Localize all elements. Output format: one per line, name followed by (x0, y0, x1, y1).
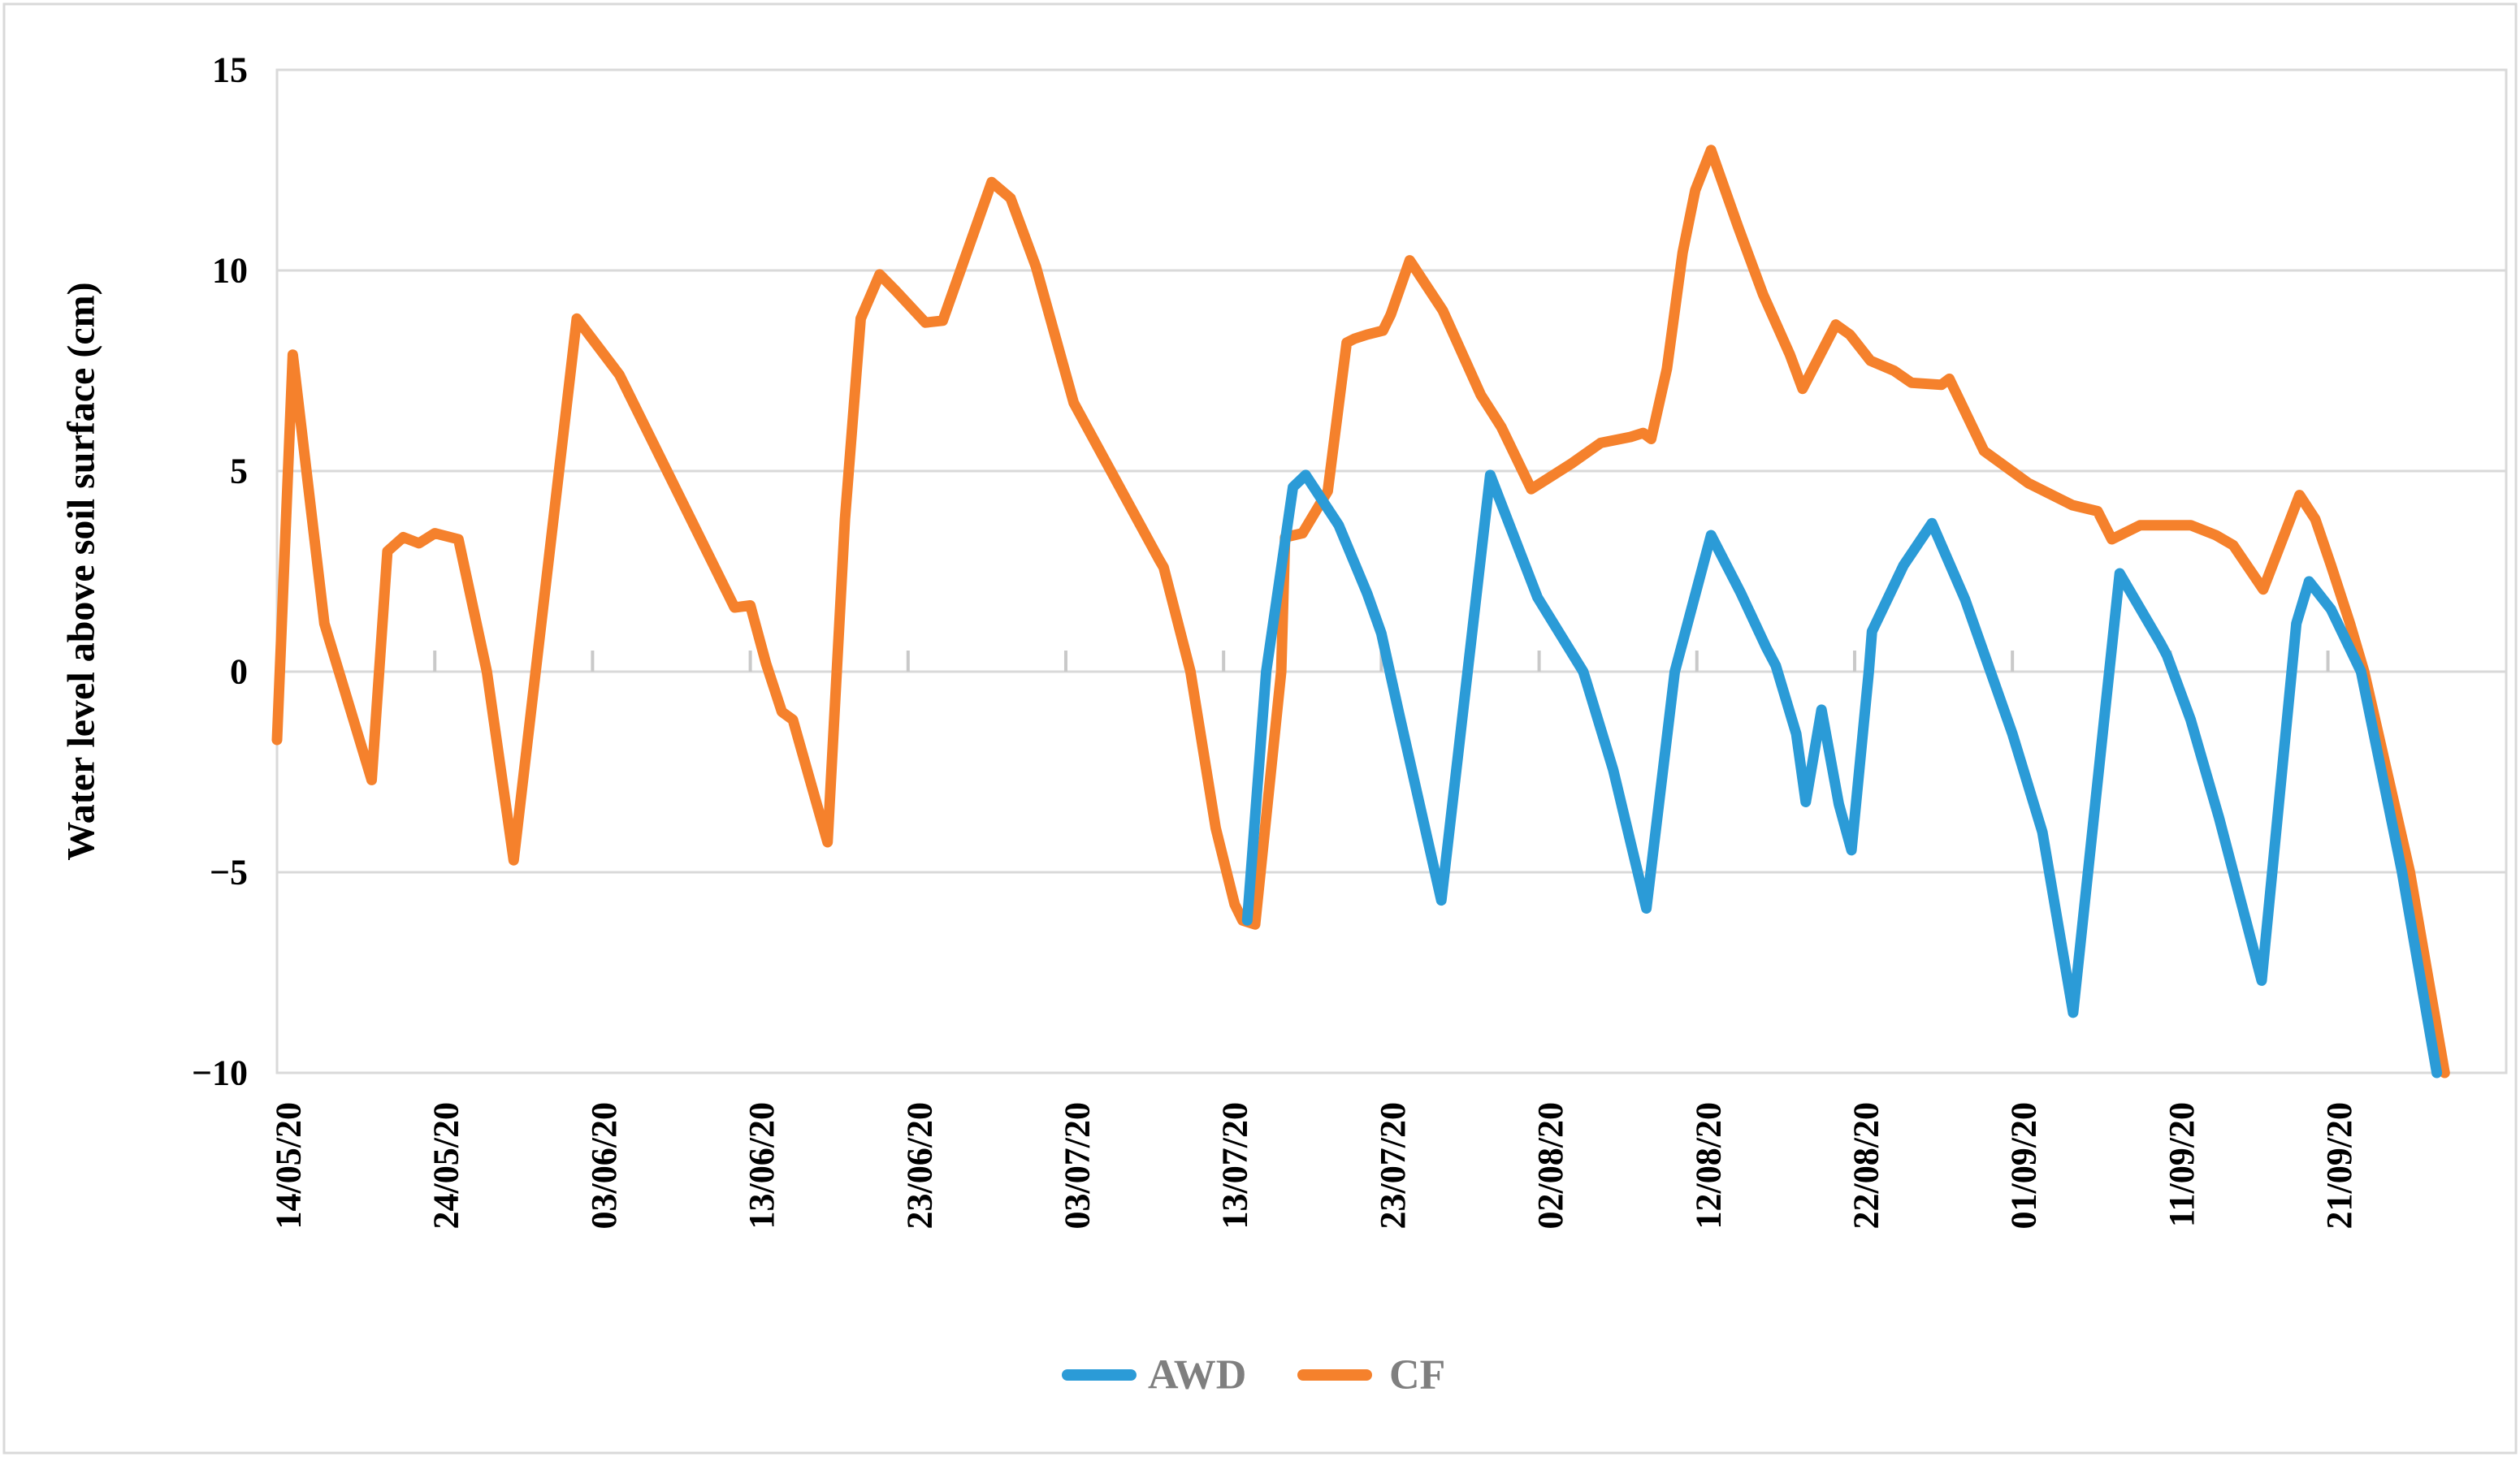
legend-label-cf: CF (1389, 1352, 1445, 1399)
x-tick-label: 13/06/20 (742, 1102, 782, 1229)
legend-item-cf: CF (1297, 1352, 1445, 1399)
legend-swatch-cf (1297, 1369, 1372, 1381)
x-tick-label: 02/08/20 (1531, 1102, 1570, 1229)
x-tick-label: 14/05/20 (269, 1102, 309, 1229)
y-tick-label: 15 (212, 50, 248, 90)
x-tick-label: 12/08/20 (1688, 1102, 1728, 1229)
x-ticks-group (275, 651, 2330, 672)
y-tick-labels-group: 15 10 5 0 −5 −10 (192, 50, 248, 1093)
plot-area (275, 68, 2508, 1074)
x-tick-label: 24/05/20 (426, 1102, 466, 1229)
x-tick-label: 22/08/20 (1846, 1102, 1886, 1229)
legend-item-awd: AWD (1062, 1352, 1246, 1399)
series-line-awd (1241, 469, 2443, 1079)
x-tick-label: 23/06/20 (899, 1102, 939, 1229)
y-tick-label: 0 (230, 652, 248, 692)
x-tick-label: 23/07/20 (1373, 1102, 1413, 1229)
x-tick-label: 21/09/20 (2319, 1102, 2359, 1229)
y-tick-label: −5 (210, 853, 248, 893)
y-tick-label: 10 (212, 251, 248, 291)
x-tick-label: 03/06/20 (584, 1102, 624, 1229)
x-tick-label: 03/07/20 (1057, 1102, 1097, 1229)
x-tick-label: 13/07/20 (1215, 1102, 1255, 1229)
y-tick-label: 5 (230, 452, 248, 491)
x-tick-label: 11/09/20 (2162, 1102, 2202, 1227)
y-axis-title: Water level above soil surface (cm) (60, 282, 103, 860)
legend-swatch-awd (1062, 1369, 1137, 1381)
y-tick-label: −10 (192, 1053, 248, 1093)
x-tick-label: 01/09/20 (2004, 1102, 2044, 1229)
series-line-cf (271, 145, 2450, 1079)
legend: AWD CF (1062, 1352, 1445, 1399)
x-tick-labels-group: 14/05/20 24/05/20 03/06/20 13/06/20 23/06/20… (269, 1102, 2360, 1229)
legend-label-awd: AWD (1148, 1352, 1246, 1399)
